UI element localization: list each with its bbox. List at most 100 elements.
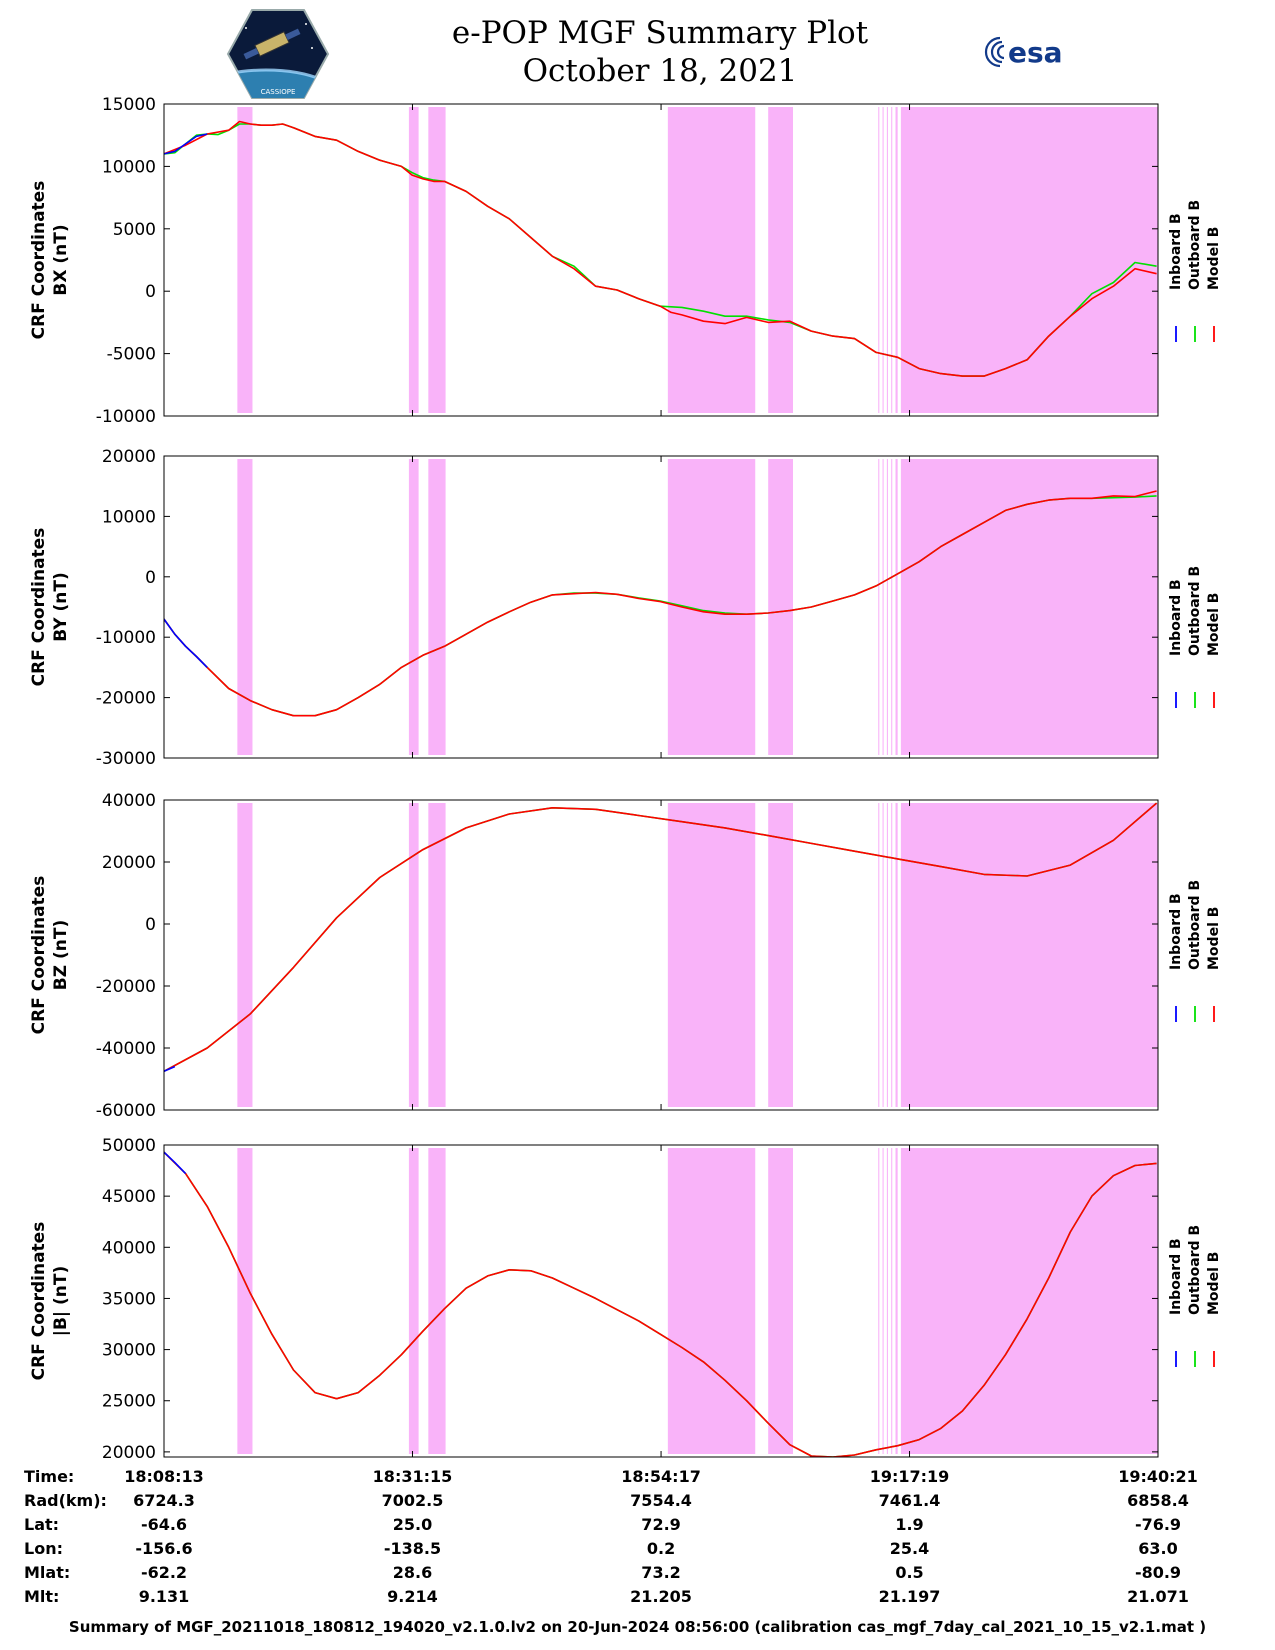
legend-label-outboard-b: Outboard B — [1187, 880, 1203, 970]
shaded-interval — [886, 459, 888, 755]
shaded-interval — [768, 107, 794, 413]
table-cell: 21.071 — [1127, 1587, 1189, 1606]
shaded-interval — [878, 459, 880, 755]
shaded-interval — [882, 803, 884, 1107]
y-tick-label: 30000 — [102, 1341, 156, 1361]
table-cell: 21.197 — [878, 1587, 941, 1606]
plot-title: e-POP MGF Summary Plot October 18, 2021 — [380, 14, 940, 90]
shaded-interval — [667, 803, 756, 1107]
y-tick-label: 5000 — [113, 220, 156, 240]
y-tick-label: 15000 — [102, 95, 156, 115]
shaded-interval — [900, 459, 1158, 755]
shaded-interval — [237, 1148, 253, 1454]
table-cell: 18:31:15 — [372, 1467, 453, 1486]
series-line-model-b — [164, 802, 1158, 1073]
cassiope-logo-caption: CASSIOPE — [261, 88, 296, 96]
series-line-inboard-b — [164, 1151, 187, 1175]
y-axis-label-line-1: CRF Coordinates — [29, 181, 49, 340]
y-tick-label: 40000 — [102, 791, 156, 811]
y-tick-label: 0 — [145, 568, 156, 588]
y-tick-label: 0 — [145, 915, 156, 935]
table-cell: -156.6 — [135, 1539, 193, 1558]
shaded-interval — [408, 107, 419, 413]
shaded-interval — [237, 803, 253, 1107]
shaded-interval — [895, 1148, 898, 1454]
table-cell: 21.205 — [630, 1587, 692, 1606]
chart-panel-3: 40000 20000 0 -20000 -40000 -60000 CRF Coordin… — [29, 791, 1222, 1121]
chart-panel-1: 15000 10000 5000 0 -5000 -10000 CRF Coordinate… — [29, 95, 1222, 427]
shaded-interval — [768, 1148, 794, 1454]
legend-label-inboard-b: Inboard B — [1168, 1238, 1184, 1315]
y-tick-label: 20000 — [102, 1443, 156, 1463]
legend: Inboard B Outboard B Model B — [1168, 200, 1222, 342]
y-axis-label-line-1: CRF Coordinates — [29, 528, 49, 687]
table-cell: 28.6 — [392, 1563, 433, 1582]
legend: Inboard B Outboard B Model B — [1168, 880, 1222, 1022]
shaded-interval — [895, 107, 898, 413]
table-cell: 0.5 — [895, 1563, 924, 1582]
chart-panel-4: 50000 45000 40000 35000 30000 25000 20000 CRF C… — [29, 1136, 1222, 1463]
esa-logo: esa — [984, 36, 1063, 69]
table-cell: 7461.4 — [878, 1491, 941, 1510]
shaded-interval — [878, 107, 880, 413]
shaded-interval — [408, 803, 419, 1107]
y-tick-label: 20000 — [102, 853, 156, 873]
table-cell: -62.2 — [140, 1563, 188, 1582]
table-cell: 6724.3 — [133, 1491, 195, 1510]
y-tick-label: -10000 — [96, 628, 156, 648]
legend-label-model-b: Model B — [1206, 593, 1222, 656]
y-tick-label: 10000 — [102, 157, 156, 177]
y-tick-label: 50000 — [102, 1136, 156, 1156]
shaded-interval — [891, 107, 893, 413]
shaded-interval — [895, 803, 898, 1107]
chart-panel-2: 20000 10000 0 -10000 -20000 -30000 CRF Coordin… — [29, 447, 1222, 769]
shaded-interval — [878, 803, 880, 1107]
y-tick-label: 45000 — [102, 1187, 156, 1207]
legend-label-model-b: Model B — [1206, 907, 1222, 970]
y-axis-label-line-2: |B| (nT) — [51, 1266, 71, 1337]
shaded-interval — [886, 1148, 888, 1454]
table-cell: 9.131 — [138, 1587, 190, 1606]
y-axis-label-line-2: BX (nT) — [51, 224, 71, 295]
legend-label-outboard-b: Outboard B — [1187, 200, 1203, 290]
y-tick-label: 40000 — [102, 1238, 156, 1258]
shaded-interval — [667, 1148, 756, 1454]
legend-label-inboard-b: Inboard B — [1168, 579, 1184, 656]
shaded-interval — [878, 1148, 880, 1454]
y-tick-label: -20000 — [96, 689, 156, 709]
series-line-model-b — [164, 490, 1157, 717]
legend-label-model-b: Model B — [1206, 227, 1222, 290]
legend-label-model-b: Model B — [1206, 1252, 1222, 1315]
table-cell: 9.214 — [387, 1587, 438, 1606]
table-cell: 72.9 — [641, 1515, 681, 1534]
title-line-2: October 18, 2021 — [522, 53, 798, 89]
row-label: Time: — [24, 1467, 75, 1486]
table-cell: -80.9 — [1134, 1563, 1182, 1582]
series-line-inboard-b — [164, 1065, 176, 1073]
legend: Inboard B Outboard B Model B — [1168, 1225, 1222, 1367]
shaded-interval — [428, 459, 446, 755]
shaded-interval — [891, 1148, 893, 1454]
shaded-interval — [895, 459, 898, 755]
orbit-info-table: Time: Rad(km): Lat: Lon: Mlat: Mlt: 18:08:13 67… — [0, 1457, 1275, 1607]
row-label: Rad(km): — [24, 1491, 107, 1510]
shaded-interval — [768, 803, 794, 1107]
shaded-interval — [408, 1148, 419, 1454]
table-cell: -138.5 — [383, 1539, 442, 1558]
y-tick-label: -20000 — [96, 977, 156, 997]
y-tick-label: 20000 — [102, 447, 156, 467]
y-tick-label: -60000 — [96, 1101, 156, 1121]
shaded-interval — [428, 107, 446, 413]
shaded-interval — [882, 107, 884, 413]
shaded-interval — [891, 459, 893, 755]
table-cell: 7554.4 — [630, 1491, 692, 1510]
shaded-interval — [428, 803, 446, 1107]
row-label: Lat: — [24, 1515, 60, 1534]
shaded-interval — [886, 803, 888, 1107]
cassiope-mission-logo: CASSIOPE — [226, 9, 330, 99]
y-axis-label-line-1: CRF Coordinates — [29, 1222, 49, 1381]
table-cell: 0.2 — [646, 1539, 676, 1558]
y-axis-label-line-2: BY (nT) — [51, 572, 71, 642]
y-tick-label: 35000 — [102, 1289, 156, 1309]
